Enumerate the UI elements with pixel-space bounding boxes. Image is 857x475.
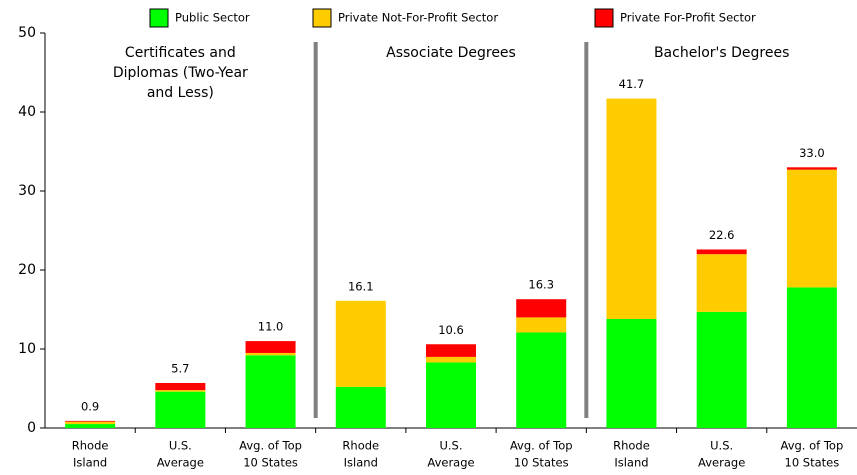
bar-segment — [65, 420, 116, 422]
x-tick-label: 10 States — [785, 456, 840, 470]
bar-segment — [335, 300, 386, 387]
x-tick-label: Average — [427, 456, 474, 470]
group-label: Bachelor's Degrees — [654, 45, 789, 61]
x-tick-label: Island — [614, 456, 648, 470]
bar-segment — [335, 386, 386, 428]
bar-segment — [426, 356, 476, 363]
x-tick-label: U.S. — [439, 439, 462, 453]
bar-segment — [65, 424, 116, 428]
bar-segment — [696, 249, 747, 255]
total-label: 11.0 — [258, 320, 284, 334]
group-label: Certificates and — [125, 45, 236, 61]
bar-segment — [606, 98, 657, 319]
total-label: 16.3 — [528, 278, 554, 292]
total-label: 41.7 — [619, 77, 645, 91]
x-tick-label: Average — [698, 456, 745, 470]
bar-segment — [786, 169, 837, 288]
group-label: and Less) — [147, 85, 214, 101]
x-tick-label: Avg. of Top — [781, 439, 844, 453]
bar-segment — [786, 167, 837, 170]
legend-label: Public Sector — [175, 11, 250, 25]
bar-segment — [516, 332, 567, 428]
x-tick-label: 10 States — [514, 456, 569, 470]
y-tick-label: 0 — [27, 420, 36, 436]
y-tick-label: 10 — [18, 341, 36, 357]
x-tick-label: 10 States — [243, 456, 298, 470]
bar-segment — [786, 287, 837, 428]
bar-segment — [155, 390, 206, 392]
legend-swatch — [594, 8, 614, 28]
x-tick-label: Island — [344, 456, 378, 470]
x-tick-label: Rhode — [72, 439, 109, 453]
y-tick-label: 30 — [18, 183, 36, 199]
total-label: 0.9 — [81, 399, 99, 413]
x-tick-label: Avg. of Top — [510, 439, 573, 453]
bar-segment — [245, 341, 296, 353]
legend-swatch — [149, 8, 169, 28]
y-tick-label: 40 — [18, 104, 36, 120]
x-tick-label: Island — [73, 456, 107, 470]
bar-segment — [155, 382, 206, 391]
total-label: 16.1 — [348, 279, 374, 293]
legend-label: Private For-Profit Sector — [620, 11, 756, 25]
y-tick-label: 50 — [18, 25, 36, 41]
bar-segment — [516, 299, 567, 318]
group-label: Diplomas (Two-Year — [113, 65, 248, 81]
legend-label: Private Not-For-Profit Sector — [338, 11, 498, 25]
total-label: 22.6 — [709, 228, 735, 242]
bar-segment — [245, 355, 296, 428]
total-label: 10.6 — [438, 323, 464, 337]
bar-segment — [245, 352, 296, 356]
x-tick-label: Rhode — [613, 439, 650, 453]
bar-segment — [696, 254, 747, 312]
total-label: 33.0 — [799, 146, 825, 160]
group-label: Associate Degrees — [386, 45, 516, 61]
y-tick-label: 20 — [18, 262, 36, 278]
x-tick-label: Avg. of Top — [239, 439, 302, 453]
total-label: 5.7 — [171, 361, 189, 375]
x-tick-label: Rhode — [342, 439, 379, 453]
bar-segment — [426, 344, 476, 357]
x-tick-label: Average — [157, 456, 204, 470]
bar-segment — [606, 318, 657, 428]
bar-segment — [516, 317, 567, 333]
bar-segment — [155, 391, 206, 428]
bar-segment — [65, 421, 116, 425]
legend-swatch — [312, 8, 332, 28]
bar-segment — [696, 311, 747, 428]
x-tick-label: U.S. — [169, 439, 192, 453]
bar-segment — [426, 362, 476, 428]
x-tick-label: U.S. — [710, 439, 733, 453]
